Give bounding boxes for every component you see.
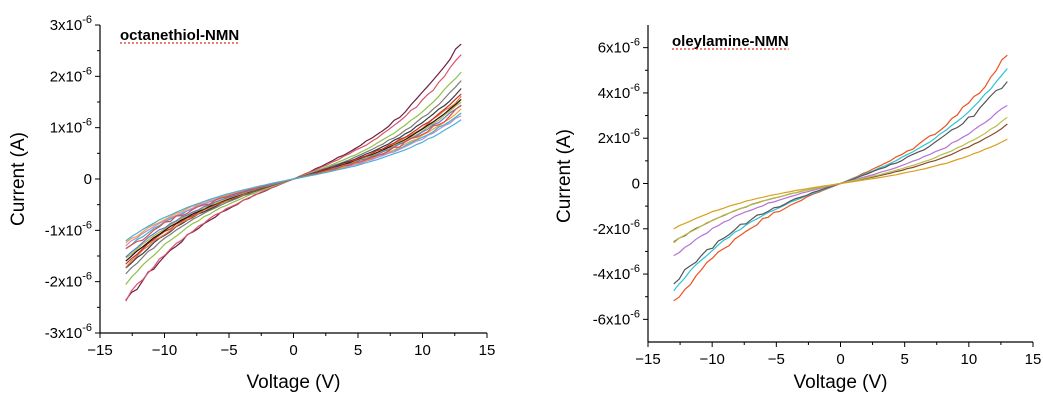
y-tick-label: -6x10-6	[593, 308, 640, 328]
y-tick-label: -2x10-6	[593, 218, 640, 238]
y-tick-label: 1x10-6	[50, 117, 92, 137]
series-line	[125, 101, 462, 259]
x-axis-label: Voltage (V)	[247, 372, 341, 393]
x-tick-label: 5	[900, 351, 908, 368]
x-tick-label: 10	[414, 342, 431, 359]
series-line	[125, 95, 462, 268]
x-tick-label: 0	[289, 342, 297, 359]
series-line	[125, 54, 462, 302]
x-tick-label: 10	[960, 351, 977, 368]
series-line	[125, 88, 462, 269]
y-tick-label: -1x10-6	[45, 219, 92, 239]
x-tick-label: 0	[836, 351, 844, 368]
y-axis-label: Current (A)	[554, 129, 575, 223]
series-line	[125, 80, 462, 275]
series-line	[673, 54, 1008, 302]
y-axis-label: Current (A)	[8, 132, 29, 226]
x-tick-label: −15	[87, 342, 112, 359]
series-line	[673, 116, 1008, 244]
x-tick-label: −10	[152, 342, 177, 359]
y-tick-label: -2x10-6	[45, 271, 92, 291]
x-tick-label: 15	[1025, 351, 1042, 368]
y-tick-label: 2x10-6	[598, 127, 640, 147]
series-line	[673, 81, 1008, 285]
x-tick-label: −5	[768, 351, 785, 368]
x-tick-label: −15	[635, 351, 660, 368]
y-tick-label: 0	[632, 176, 640, 193]
x-tick-label: −5	[220, 342, 237, 359]
chart-title: octanethiol-NMN	[120, 27, 239, 44]
x-axis-label: Voltage (V)	[794, 372, 888, 393]
x-tick-label: 5	[354, 342, 362, 359]
series-line	[673, 138, 1008, 230]
y-tick-label: -3x10-6	[45, 322, 92, 342]
chart-panel-2: −15 −10 −5 0 5 10 15 -6x10-6 -4x10-6 -2x10-6 0 2x10…	[554, 25, 1041, 393]
chart-panel-1: −15 −10 −5 0 5 10 15 -3x10-6 -2x10-6 -1x10-6 0 1x10…	[8, 14, 495, 393]
series-line	[125, 119, 462, 242]
x-tick-label: 15	[479, 342, 496, 359]
chart-title: oleylamine-NMN	[672, 33, 789, 50]
y-tick-label: 2x10-6	[50, 65, 92, 85]
y-tick-label: 6x10-6	[598, 37, 640, 57]
series-line	[125, 71, 462, 285]
series-line	[125, 108, 462, 244]
x-tick-label: −10	[699, 351, 724, 368]
y-tick-label: 3x10-6	[50, 14, 92, 34]
y-tick-label: -4x10-6	[593, 263, 640, 283]
y-tick-label: 4x10-6	[598, 82, 640, 102]
y-tick-label: 0	[84, 171, 92, 188]
series-line	[125, 104, 462, 258]
series-line	[125, 43, 462, 301]
series-line	[673, 68, 1008, 292]
